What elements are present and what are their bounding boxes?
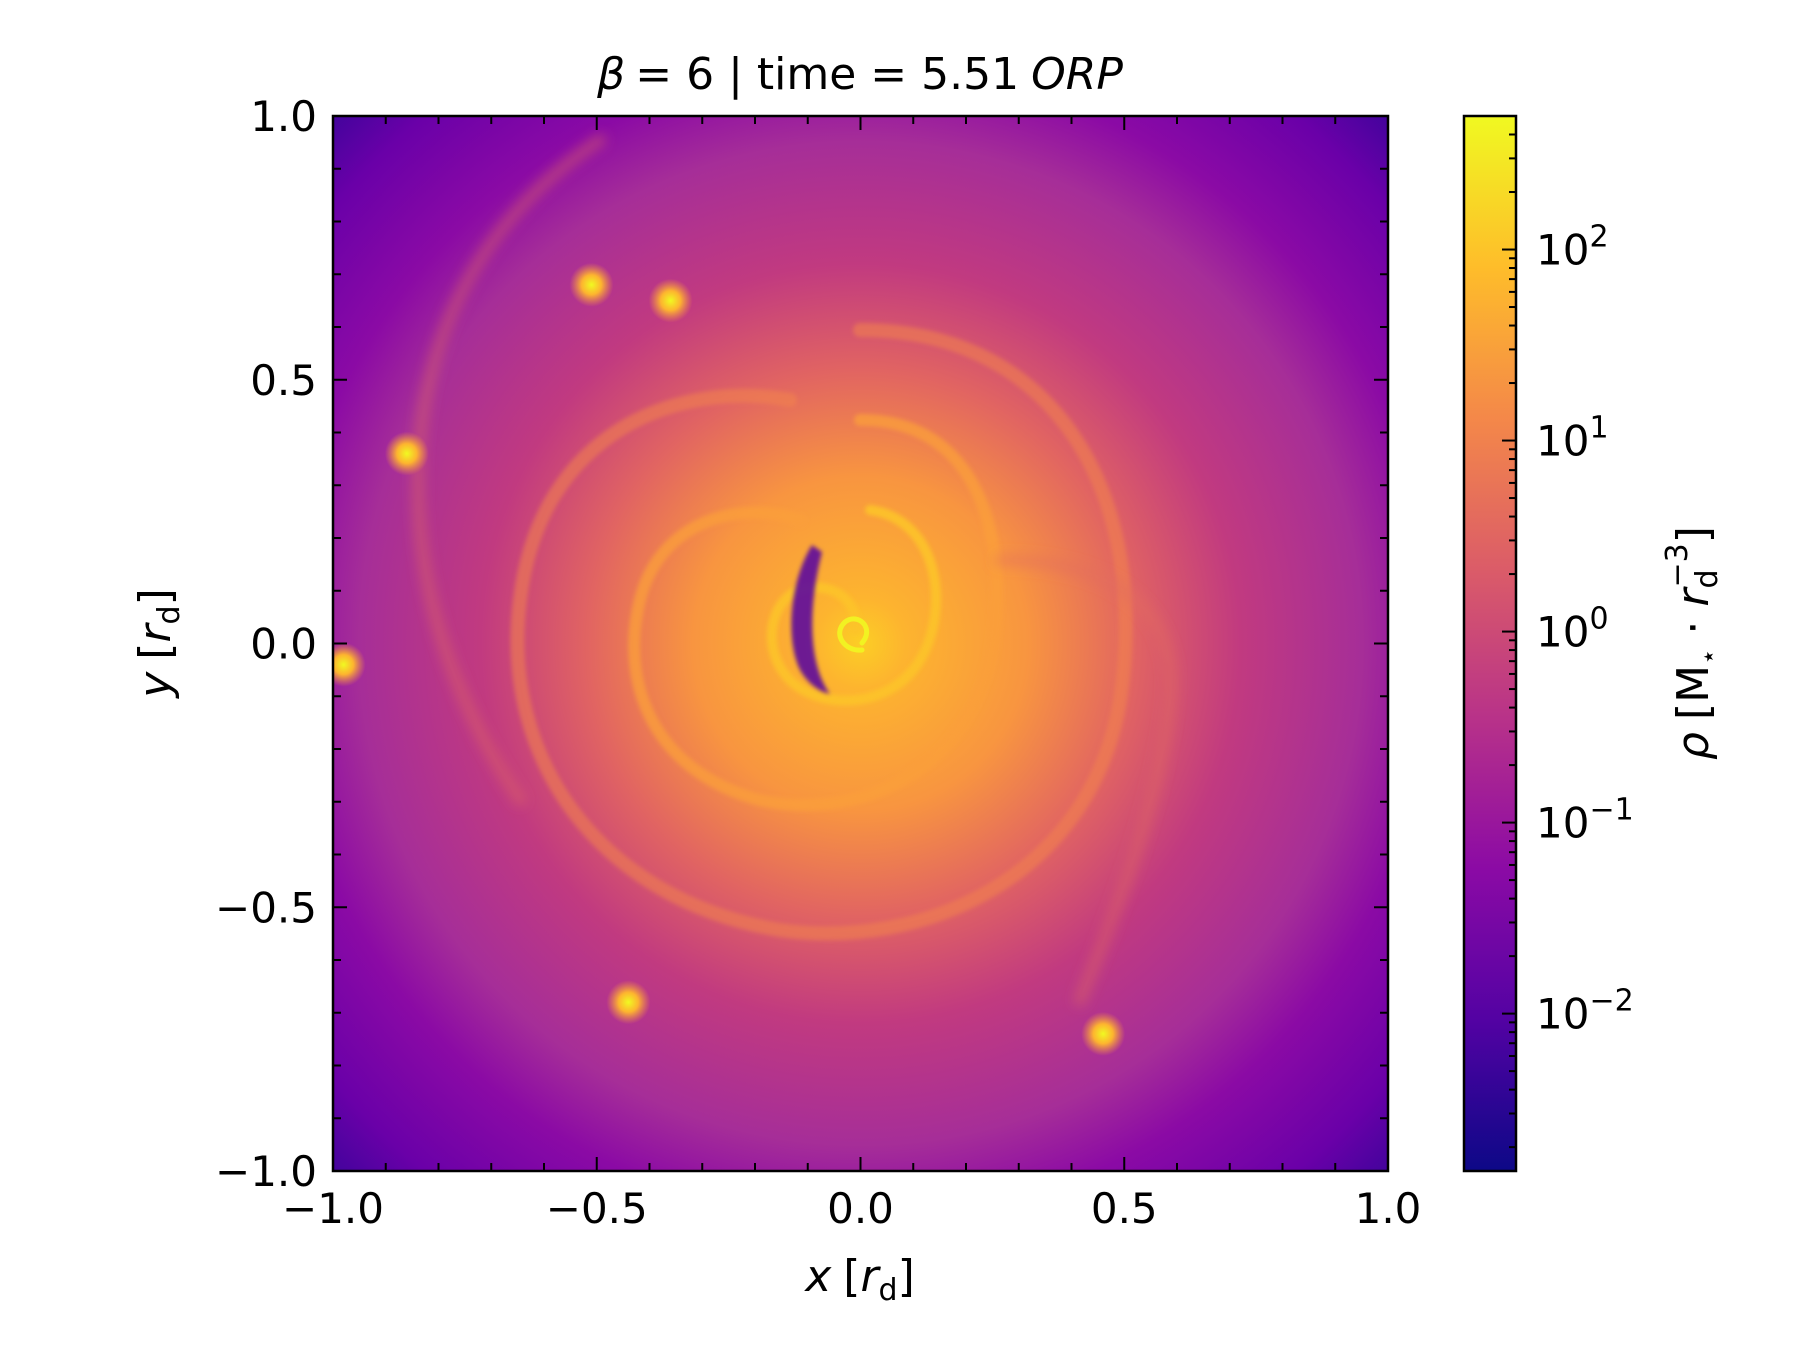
colorbar-label-sub: d bbox=[1690, 569, 1725, 588]
spiral-arms bbox=[412, 134, 1177, 1006]
y-tick-label: −1.0 bbox=[215, 1147, 317, 1196]
y-tick-label: 0.0 bbox=[250, 620, 317, 669]
y-axis-sub: d bbox=[152, 605, 187, 624]
low-density-gap bbox=[791, 545, 830, 694]
x-tick-label: −0.5 bbox=[546, 1184, 648, 1233]
colorbar-label-sup: −3 bbox=[1660, 543, 1695, 587]
x-tick-label: 1.0 bbox=[1355, 1184, 1422, 1233]
colorbar-tick-label: 10−1 bbox=[1536, 793, 1634, 848]
x-tick-label: 0.5 bbox=[1091, 1184, 1158, 1233]
x-tick-label: 0.0 bbox=[827, 1184, 894, 1233]
y-tick-label: 1.0 bbox=[250, 92, 317, 141]
colorbar-label-dot: · bbox=[1668, 607, 1719, 649]
spiral-arm-outer bbox=[510, 323, 1133, 941]
density-clump bbox=[384, 431, 429, 476]
colorbar-label-bracket-close: ] bbox=[1668, 526, 1719, 543]
density-clump bbox=[569, 262, 614, 307]
filament-right bbox=[994, 554, 1177, 1006]
title-unit: ORP bbox=[1031, 49, 1123, 100]
y-axis-ticks: −1.0 −0.5 0.0 0.5 1.0 bbox=[215, 92, 1388, 1196]
colorbar-tick-label: 100 bbox=[1536, 602, 1609, 657]
density-clump bbox=[606, 980, 651, 1025]
colorbar-tick-label: 102 bbox=[1536, 220, 1609, 275]
colorbar-label-bracket-open: [ bbox=[1668, 703, 1719, 720]
x-axis-bracket-open: [ bbox=[843, 1251, 860, 1302]
plot-area bbox=[333, 116, 1388, 1171]
density-clump bbox=[333, 642, 366, 687]
x-tick-label: −1.0 bbox=[282, 1184, 384, 1233]
colorbar-tick-label: 101 bbox=[1536, 411, 1609, 466]
y-axis-var: y bbox=[130, 671, 181, 700]
density-clump bbox=[1081, 1011, 1126, 1056]
colorbar-label-star: ⋆ bbox=[1694, 649, 1724, 665]
density-clump bbox=[648, 278, 693, 323]
colorbar-label-mass: M bbox=[1668, 665, 1719, 703]
x-axis-var: x bbox=[803, 1251, 832, 1302]
colorbar-tick-label: 10−2 bbox=[1536, 984, 1634, 1039]
colorbar-label-sym: r bbox=[1668, 586, 1719, 607]
chart-title: β = 6 | time = 5.51 ORP bbox=[596, 49, 1123, 100]
colorbar-label-var: ρ bbox=[1668, 732, 1719, 760]
y-axis-sym: r bbox=[130, 622, 181, 643]
x-axis-sub: d bbox=[879, 1273, 898, 1308]
y-axis-bracket-close: ] bbox=[130, 588, 181, 605]
x-axis-ticks: −1.0 −0.5 0.0 0.5 1.0 bbox=[282, 116, 1421, 1233]
colorbar-ticks: 10−2 10−1 100 101 102 bbox=[1502, 115, 1634, 1149]
title-beta-symbol: β bbox=[596, 49, 625, 100]
colorbar bbox=[1462, 114, 1518, 1173]
x-axis-label: x [rd] bbox=[803, 1251, 915, 1308]
y-axis-label: y [rd] bbox=[130, 588, 187, 700]
spiral-arm-mid bbox=[628, 414, 1003, 811]
x-axis-sym: r bbox=[860, 1251, 881, 1302]
y-axis-bracket-open: [ bbox=[130, 643, 181, 660]
y-tick-label: 0.5 bbox=[250, 356, 317, 405]
y-tick-label: −0.5 bbox=[215, 883, 317, 932]
clump-layer bbox=[333, 262, 1126, 1056]
spiral-arm-core bbox=[837, 616, 870, 653]
x-axis-bracket-close: ] bbox=[898, 1251, 915, 1302]
colorbar-label: ρ [M⋆ · rd−3] bbox=[1660, 526, 1725, 760]
title-main: = 6 | time = 5.51 bbox=[635, 49, 1019, 100]
